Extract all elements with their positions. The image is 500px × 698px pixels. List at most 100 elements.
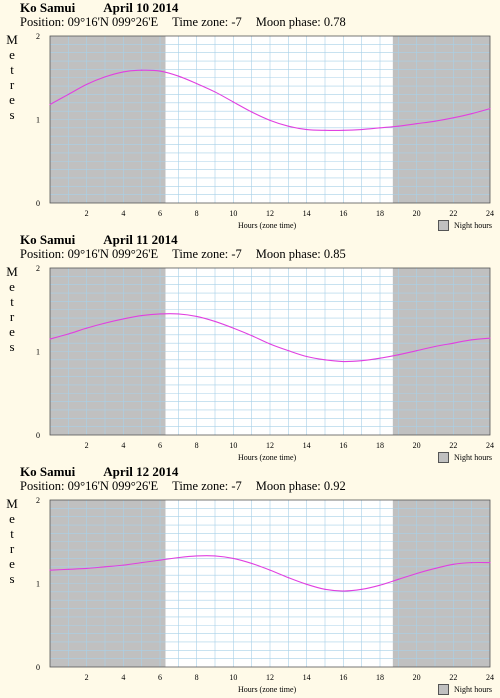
tide-chart-panel: 2 4 6 8 10 12 14 16 18 20 22 24 0 1 2 Ko Samui April 12…: [0, 464, 500, 696]
y-tick-label: 1: [36, 116, 40, 125]
tide-point: [452, 117, 454, 119]
tide-point: [489, 337, 491, 339]
tide-point: [49, 569, 51, 571]
chart-info: Position: 09°16'N 099°26'E Time zone: -7 M…: [20, 479, 360, 494]
tide-point: [342, 129, 344, 131]
chart-title: Ko Samui April 11 2014: [20, 232, 206, 248]
legend: Night hours: [438, 220, 492, 231]
tide-point: [306, 355, 308, 358]
timezone-text: Time zone: -7: [172, 15, 242, 29]
tide-point: [122, 564, 124, 566]
tide-point: [452, 563, 454, 565]
x-tick-label: 10: [229, 441, 237, 450]
x-tick-label: 16: [339, 209, 347, 218]
chart-title: Ko Samui April 10 2014: [20, 0, 206, 16]
tide-point: [177, 313, 179, 315]
tide-point: [471, 562, 473, 564]
x-tick-label: 24: [486, 441, 494, 450]
tide-point: [86, 567, 88, 570]
chart-info: Position: 09°16'N 099°26'E Time zone: -7 M…: [20, 247, 360, 262]
chart-info: Position: 09°16'N 099°26'E Time zone: -7 M…: [20, 15, 360, 30]
x-tick-label: 18: [376, 673, 384, 682]
y-axis-label-letter: t: [10, 294, 14, 309]
night-legend-swatch: [438, 220, 449, 231]
tide-point: [452, 342, 454, 344]
tide-point: [324, 359, 326, 361]
moon-phase-text: Moon phase: 0.92: [255, 479, 346, 493]
tide-point: [489, 108, 491, 110]
timezone-text: Time zone: -7: [172, 479, 242, 493]
timezone-text: Time zone: -7: [172, 247, 242, 261]
tide-point: [67, 568, 69, 570]
tide-point: [251, 335, 253, 337]
tide-point: [232, 101, 234, 103]
tide-point: [379, 584, 381, 586]
y-axis-label-letter: e: [9, 324, 15, 339]
x-axis-label: Hours (zone time): [238, 685, 297, 694]
x-tick-label: 10: [229, 673, 237, 682]
tide-point: [434, 567, 436, 570]
tide-point: [416, 350, 418, 352]
tide-point: [416, 123, 418, 125]
x-tick-label: 20: [413, 441, 421, 450]
tide-chart-panel: 2 4 6 8 10 12 14 16 18 20 22 24 0 1 2 Ko Samui April 10…: [0, 0, 500, 232]
tide-point: [104, 76, 106, 78]
plot-border: [49, 35, 491, 204]
position-text: Position: 09°16'N 099°26'E: [20, 247, 159, 261]
chart-title: Ko Samui April 12 2014: [20, 464, 206, 480]
x-tick-label: 20: [413, 673, 421, 682]
chart-date: April 12 2014: [103, 464, 179, 479]
moon-phase-text: Moon phase: 0.78: [255, 15, 346, 29]
y-axis-label-letter: r: [9, 541, 15, 556]
moon-phase-text: Moon phase: 0.85: [255, 247, 346, 261]
tide-point: [269, 343, 271, 345]
x-tick-label: 22: [449, 673, 457, 682]
x-tick-label: 12: [266, 673, 274, 682]
x-tick-label: 10: [229, 209, 237, 218]
x-tick-label: 24: [486, 673, 494, 682]
legend-label: Night hours: [454, 453, 492, 462]
tide-point: [196, 82, 198, 85]
x-tick-label: 16: [339, 441, 347, 450]
tide-point: [379, 127, 381, 129]
x-axis-label: Hours (zone time): [238, 221, 297, 230]
tide-point: [122, 318, 124, 320]
tide-point: [196, 315, 198, 318]
y-axis-label-letter: e: [9, 511, 15, 526]
y-axis-label-letter: e: [9, 92, 15, 107]
x-tick-label: 4: [121, 209, 125, 218]
plot-border: [49, 267, 491, 436]
tide-point: [251, 562, 253, 565]
tide-point: [177, 557, 179, 559]
tide-point: [141, 69, 143, 71]
tide-point: [232, 327, 234, 329]
x-tick-label: 22: [449, 441, 457, 450]
x-tick-label: 4: [121, 441, 125, 450]
tide-point: [342, 360, 344, 363]
y-axis-label-letter: s: [9, 339, 15, 354]
tide-point: [159, 559, 161, 561]
y-tick-label: 1: [36, 348, 40, 357]
x-tick-label: 12: [266, 209, 274, 218]
x-tick-label: 2: [85, 441, 89, 450]
plot-border: [49, 499, 491, 668]
y-tick-label: 0: [36, 663, 40, 672]
x-tick-label: 24: [486, 209, 494, 218]
x-tick-label: 14: [303, 441, 311, 450]
tide-point: [434, 345, 436, 348]
y-axis-label-letter: r: [9, 309, 15, 324]
tide-point: [251, 111, 253, 113]
y-axis-label-letter: M: [6, 496, 18, 511]
x-tick-label: 14: [303, 209, 311, 218]
location-name: Ko Samui: [20, 0, 76, 15]
x-tick-label: 8: [195, 209, 199, 218]
tide-point: [397, 354, 399, 356]
tide-point: [287, 350, 289, 352]
tide-point: [342, 590, 344, 592]
tide-point: [49, 103, 51, 106]
tide-point: [269, 569, 271, 571]
